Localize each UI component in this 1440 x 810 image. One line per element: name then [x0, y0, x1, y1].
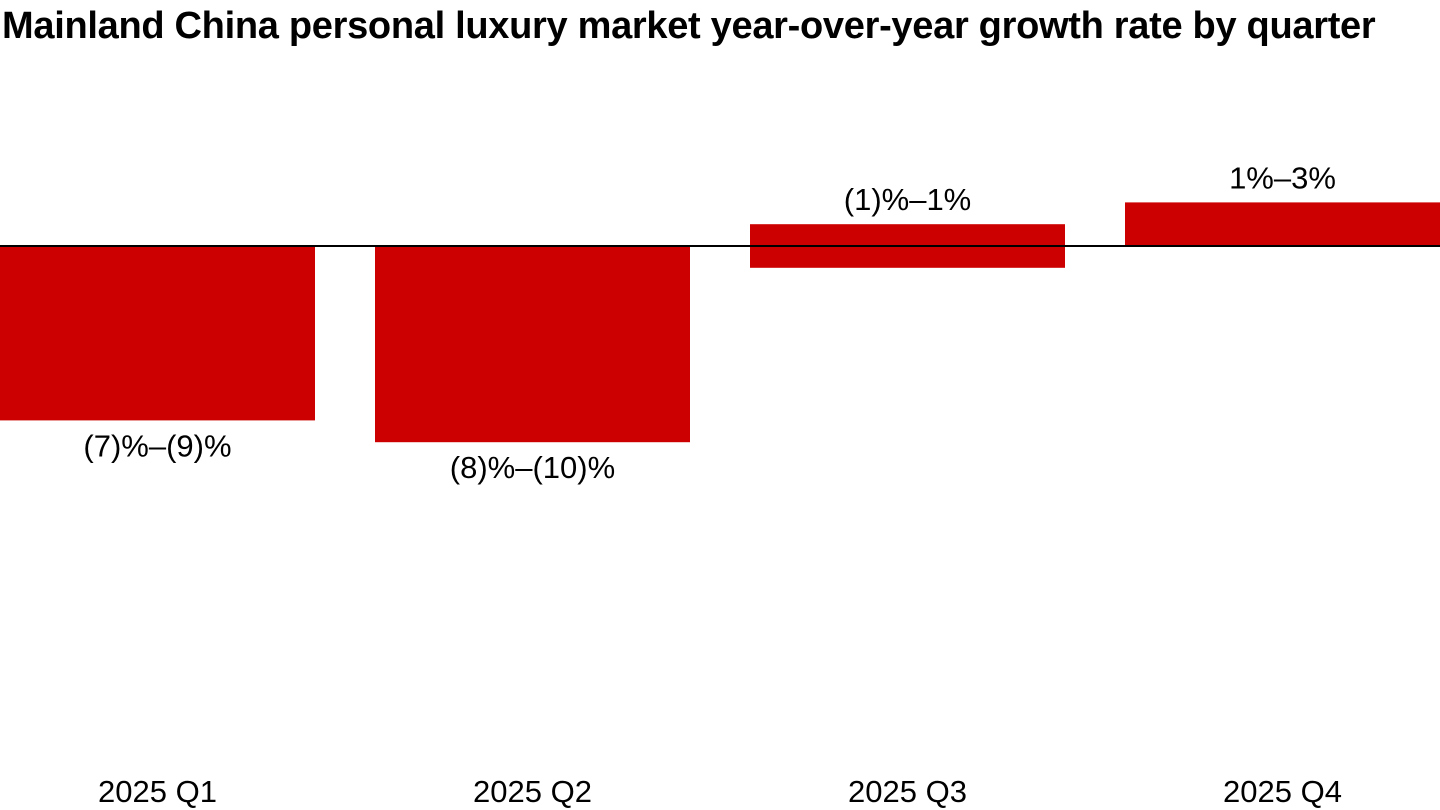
bar-2025-q4 — [1125, 202, 1440, 246]
x-tick-label-2025-q4: 2025 Q4 — [1223, 774, 1342, 809]
x-tick-label-2025-q2: 2025 Q2 — [473, 774, 592, 809]
chart-title: Mainland China personal luxury market ye… — [2, 5, 1376, 47]
bar-2025-q1 — [0, 246, 315, 421]
bars-layer — [0, 202, 1440, 443]
bar-2025-q2 — [375, 246, 690, 443]
data-label-2025-q2: (8)%–(10)% — [450, 450, 615, 485]
x-tick-label-2025-q3: 2025 Q3 — [848, 774, 967, 809]
x-tick-label-2025-q1: 2025 Q1 — [98, 774, 217, 809]
data-label-2025-q1: (7)%–(9)% — [83, 428, 231, 463]
labels-layer: (7)%–(9)% 2025 Q1 (8)%–(10)% 2025 Q2 (1)%–1%… — [83, 160, 1342, 809]
data-label-2025-q4: 1%–3% — [1229, 160, 1336, 195]
data-label-2025-q3: (1)%–1% — [844, 182, 972, 217]
